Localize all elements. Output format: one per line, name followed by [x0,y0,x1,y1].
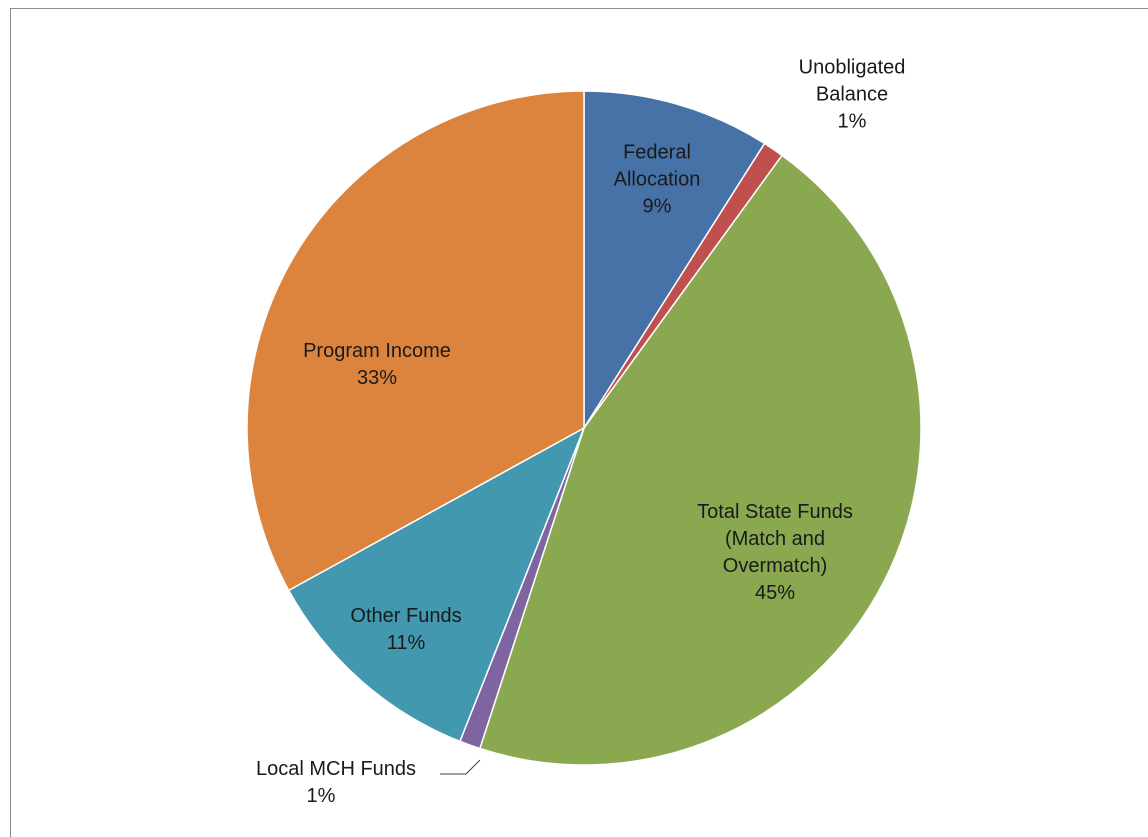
pie-slice [583,90,766,431]
value-label: 1% [837,110,867,133]
data-label: Federal Allocation 9% [587,140,727,221]
pie-slice [246,90,585,592]
category-label: Federal Allocation [613,141,701,191]
value-label: 9% [642,195,672,218]
data-label: Total State Funds (Match and Overmatch) 4… [675,499,875,607]
category-label: Other Funds [350,605,462,627]
data-label: Local MCH Funds 1% [216,756,456,810]
pie-slice [478,154,922,766]
value-label: 1% [306,785,336,807]
data-label: Other Funds 11% [326,603,486,657]
data-label: Unobligated Balance 1% [772,55,932,136]
category-label: Program Income [303,340,451,362]
category-label: Unobligated Balance [798,56,906,106]
chart-frame [10,8,1148,837]
pie-slice [287,426,586,743]
value-label: 45% [754,582,796,604]
value-label: 33% [356,367,398,389]
category-label: Local MCH Funds [255,758,417,780]
data-label: Program Income 33% [267,338,487,392]
category-label: Total State Funds (Match and Overmatch) [697,501,853,577]
leader-line [440,759,481,775]
value-label: 11% [386,632,426,654]
